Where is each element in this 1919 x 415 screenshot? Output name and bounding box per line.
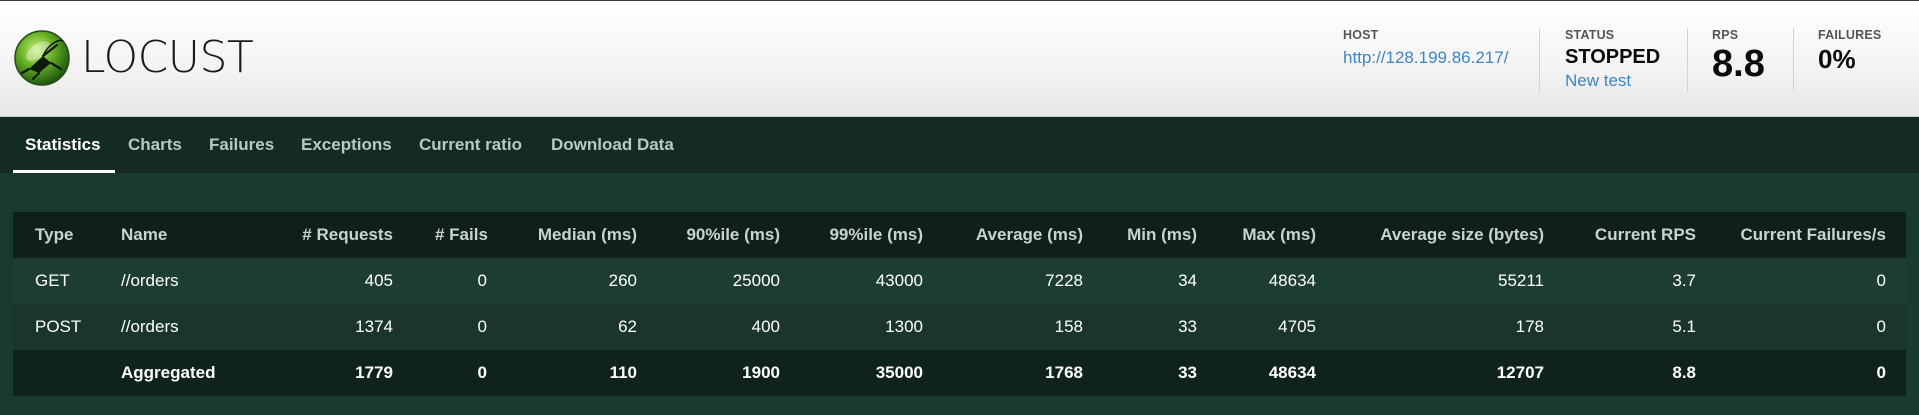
divider [1539, 28, 1540, 92]
cell-name: //orders [121, 271, 179, 290]
status-label: STATUS [1565, 28, 1615, 42]
cell-current-failures: 0 [1876, 317, 1886, 336]
cell-type: GET [35, 271, 70, 290]
status-stat: STATUS STOPPED New test [1565, 28, 1660, 91]
column-header-current-rps[interactable]: Current RPS [1594, 225, 1696, 244]
statistics-table: Type Name # Requests # Fails Median (ms)… [13, 212, 1906, 399]
cell-current-rps: 5.1 [1672, 317, 1696, 336]
cell-requests: 1374 [355, 317, 393, 336]
failures-stat: FAILURES 0% [1818, 28, 1881, 72]
cell-99ile: 1300 [885, 317, 923, 336]
table-row-aggregated: Aggregated 1779 0 110 1900 35000 1768 33… [13, 350, 1906, 396]
divider [1687, 28, 1688, 92]
cell-avg-size: 12707 [1496, 363, 1544, 382]
cell-max: 48634 [1268, 363, 1316, 382]
column-header-90ile[interactable]: 90%ile (ms) [686, 225, 780, 244]
cell-90ile: 25000 [732, 271, 780, 290]
cell-name: Aggregated [121, 363, 216, 382]
cell-fails: 0 [477, 317, 487, 336]
new-test-link[interactable]: New test [1565, 71, 1632, 90]
column-header-min[interactable]: Min (ms) [1127, 225, 1197, 244]
cell-average: 7228 [1045, 271, 1083, 290]
cell-avg-size: 55211 [1497, 271, 1544, 290]
rps-label: RPS [1712, 28, 1739, 42]
table-header-row: Type Name # Requests # Fails Median (ms)… [13, 212, 1906, 258]
column-header-99ile[interactable]: 99%ile (ms) [829, 225, 923, 244]
cell-requests: 1779 [355, 363, 393, 382]
cell-min: 33 [1178, 317, 1197, 336]
column-header-max[interactable]: Max (ms) [1242, 225, 1316, 244]
cell-99ile: 43000 [875, 271, 923, 290]
cell-average: 1768 [1045, 363, 1083, 382]
locust-logo-icon [14, 30, 70, 86]
table-row: GET //orders 405 0 260 25000 43000 7228 … [13, 258, 1906, 304]
column-header-average[interactable]: Average (ms) [975, 225, 1083, 244]
logo[interactable]: LOCUST [13, 29, 254, 87]
tab-bar: Statistics Charts Failures Exceptions Cu… [0, 117, 1919, 173]
cell-avg-size: 178 [1515, 317, 1544, 336]
column-header-median[interactable]: Median (ms) [537, 225, 637, 244]
cell-99ile: 35000 [875, 363, 923, 382]
cell-current-failures: 0 [1876, 363, 1886, 382]
failures-label: FAILURES [1818, 28, 1882, 42]
tab-download-data[interactable]: Download Data [551, 135, 674, 154]
cell-current-rps: 8.8 [1672, 363, 1696, 382]
tab-current-ratio[interactable]: Current ratio [419, 135, 522, 154]
status-value: STOPPED [1565, 46, 1661, 68]
header: LOCUST HOST http://128.199.86.217/ STATU… [0, 0, 1919, 117]
tab-charts[interactable]: Charts [128, 135, 182, 154]
cell-max: 48634 [1268, 271, 1316, 290]
cell-fails: 0 [477, 363, 487, 382]
cell-median: 110 [609, 363, 637, 382]
column-header-name[interactable]: Name [121, 225, 168, 244]
cell-name: //orders [121, 317, 179, 336]
cell-fails: 0 [477, 271, 487, 290]
active-tab-indicator [13, 170, 115, 173]
app-name: LOCUST [81, 32, 254, 83]
divider [1793, 28, 1794, 92]
column-header-fails[interactable]: # Fails [435, 225, 488, 244]
cell-median: 260 [608, 271, 637, 290]
cell-min: 33 [1178, 363, 1197, 382]
cell-requests: 405 [364, 271, 393, 290]
host-link[interactable]: http://128.199.86.217/ [1343, 48, 1509, 67]
tab-exceptions[interactable]: Exceptions [301, 135, 392, 154]
cell-type: POST [35, 317, 82, 336]
cell-current-failures: 0 [1876, 271, 1886, 290]
cell-average: 158 [1054, 317, 1083, 336]
column-header-avg-size[interactable]: Average size (bytes) [1380, 225, 1544, 244]
cell-type [13, 350, 99, 396]
host-label: HOST [1343, 28, 1379, 42]
cell-90ile: 1900 [742, 363, 780, 382]
column-header-current-failures[interactable]: Current Failures/s [1740, 225, 1887, 244]
cell-min: 34 [1178, 271, 1197, 290]
cell-current-rps: 3.7 [1672, 271, 1696, 290]
rps-stat: RPS 8.8 [1712, 28, 1765, 83]
table-row: POST //orders 1374 0 62 400 1300 158 33 … [13, 304, 1906, 350]
rps-value: 8.8 [1712, 43, 1765, 85]
tab-failures[interactable]: Failures [209, 135, 275, 154]
tab-statistics[interactable]: Statistics [25, 135, 101, 154]
host-stat: HOST http://128.199.86.217/ [1343, 28, 1508, 68]
cell-max: 4705 [1278, 317, 1316, 336]
cell-90ile: 400 [751, 317, 780, 336]
column-header-type[interactable]: Type [35, 225, 74, 244]
cell-median: 62 [618, 317, 637, 336]
column-header-requests[interactable]: # Requests [302, 225, 393, 244]
failures-value: 0% [1818, 44, 1856, 74]
